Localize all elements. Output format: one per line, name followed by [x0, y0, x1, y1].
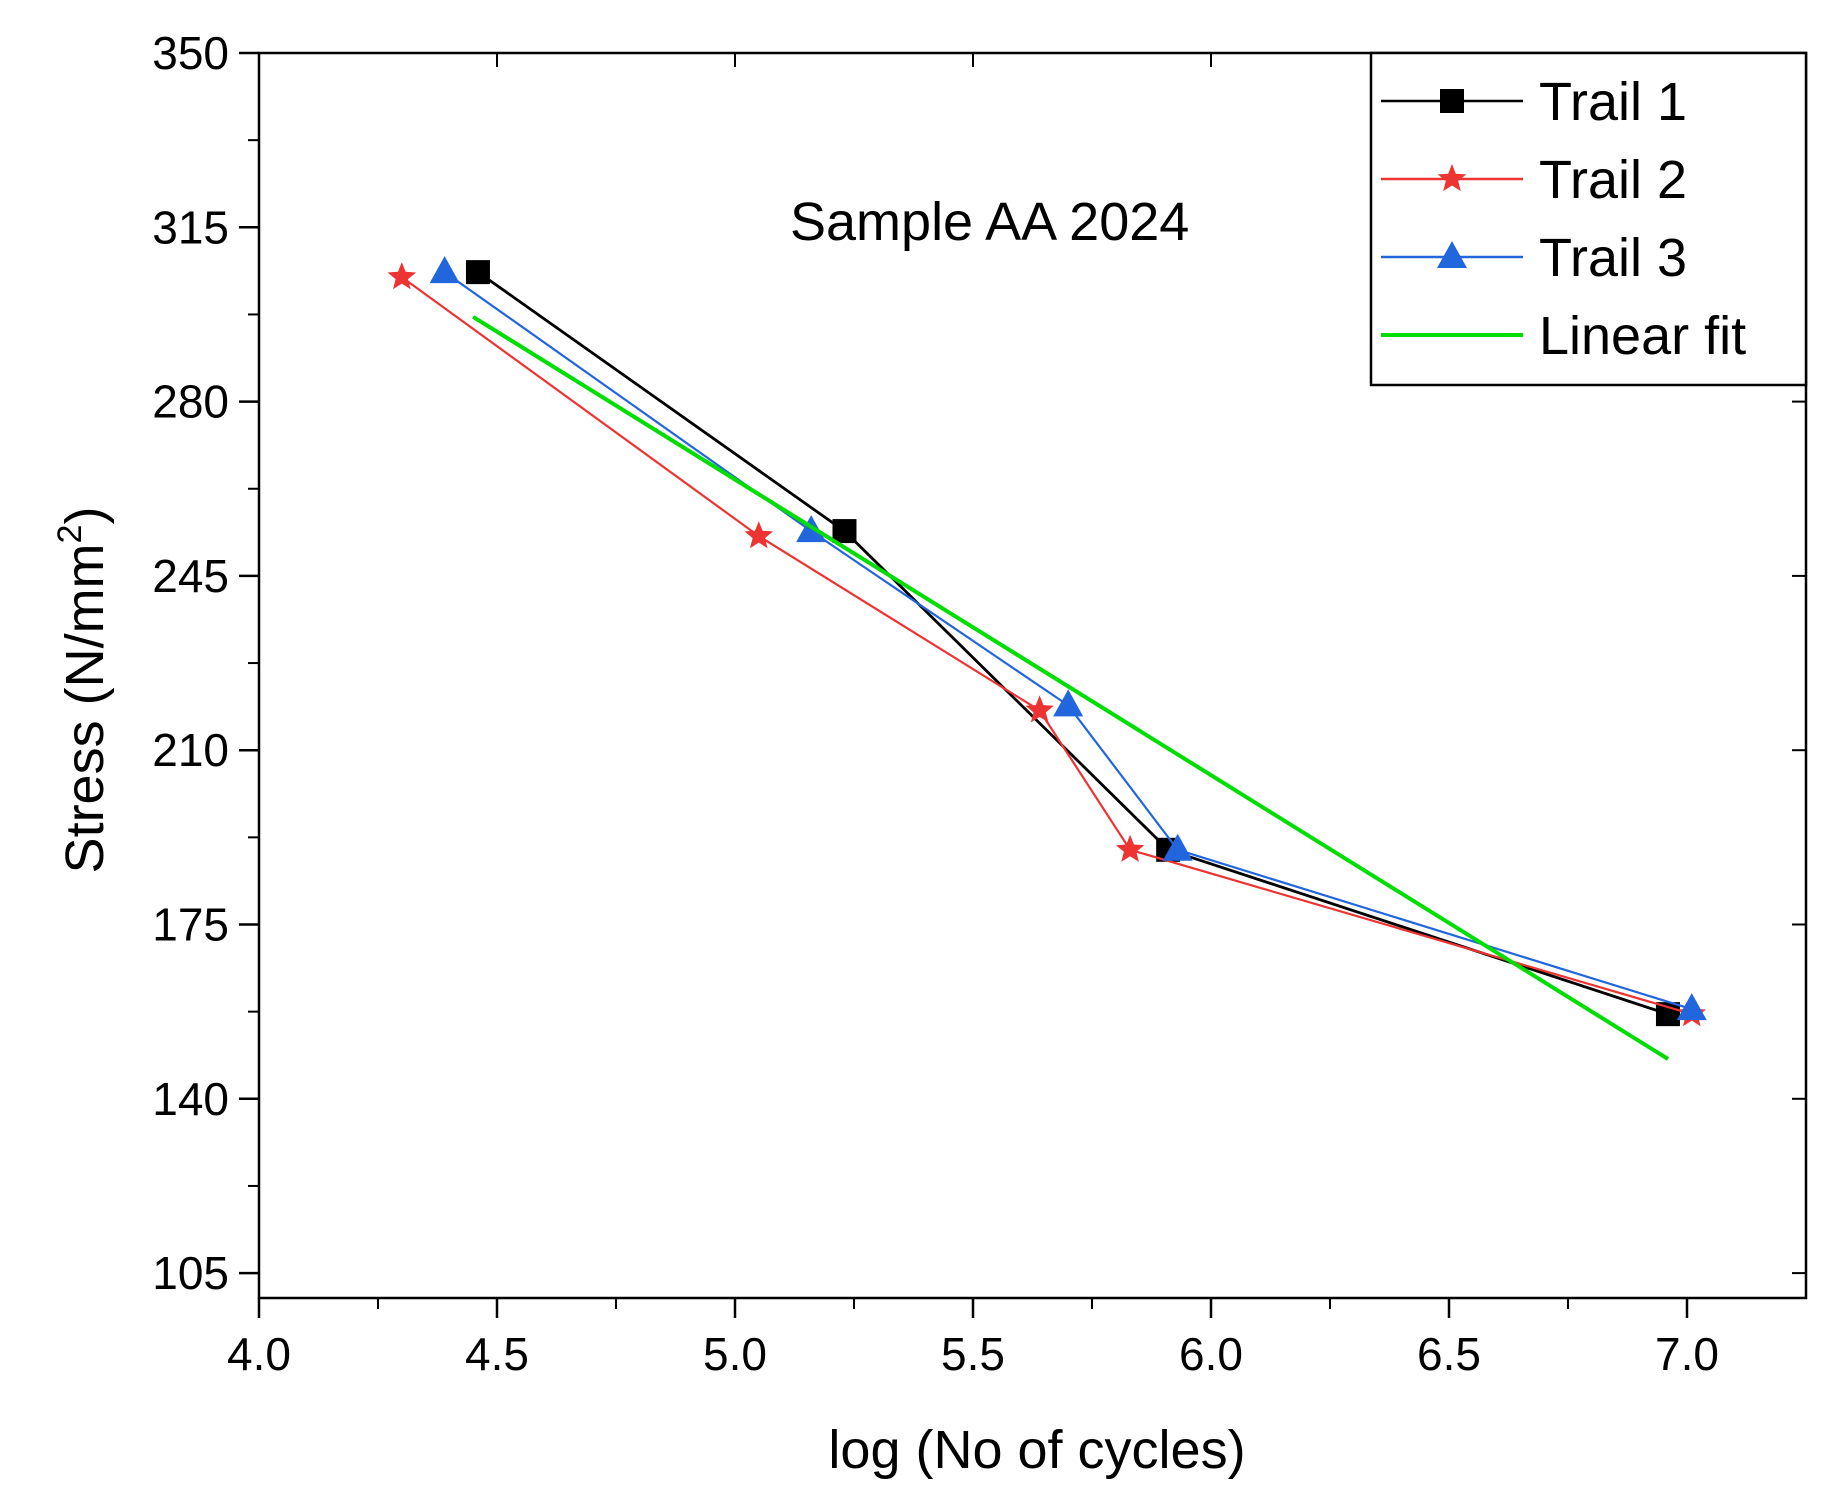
x-tick-label: 4.5 [465, 1328, 529, 1380]
axis-ticks: 4.0 4.5 5.0 5.5 6.0 6.5 7.0 105 140 175 210 245 280 3… [152, 27, 1806, 1380]
x-tick-label: 5.0 [703, 1328, 767, 1380]
x-tick-label: 7.0 [1655, 1328, 1719, 1380]
y-tick-label: 140 [152, 1073, 229, 1125]
legend-label: Trail 3 [1539, 228, 1687, 288]
y-tick-label: 280 [152, 376, 229, 428]
legend-label: Trail 1 [1539, 72, 1687, 132]
square-marker [832, 519, 857, 544]
series-trail-3 [429, 256, 1707, 1021]
triangle-marker [1437, 241, 1467, 268]
star-marker [1025, 695, 1054, 723]
y-tick-label: 315 [152, 201, 229, 253]
x-tick-label: 6.0 [1179, 1328, 1243, 1380]
series-line [401, 276, 1693, 1016]
triangle-marker [1162, 833, 1193, 861]
star-marker [387, 262, 417, 290]
series-line [472, 315, 1670, 1061]
y-tick-label: 210 [152, 724, 229, 776]
star-marker [744, 521, 774, 549]
legend: Trail 1 Trail 2 Trail 3 Linear fit [1369, 51, 1808, 387]
triangle-marker [1676, 993, 1707, 1021]
plot-frame [257, 51, 1808, 1300]
legend-item: Linear fit [1381, 306, 1746, 366]
sample-annotation: Sample AA 2024 [790, 192, 1189, 252]
legend-item: Trail 2 [1381, 150, 1687, 210]
y-axis-title-close: ) [55, 507, 115, 525]
triangle-marker [1053, 689, 1084, 717]
star-marker [1437, 164, 1467, 192]
y-tick-label: 350 [152, 27, 229, 79]
y-tick-label: 245 [152, 550, 229, 602]
y-axis-title-superscript: 2 [51, 525, 89, 544]
legend-label: Linear fit [1539, 306, 1746, 366]
legend-item: Trail 3 [1381, 228, 1687, 288]
square-marker [1440, 89, 1464, 113]
series-layer [387, 256, 1707, 1061]
x-tick-label: 4.0 [227, 1328, 291, 1380]
legend-item: Trail 1 [1381, 72, 1687, 132]
star-marker [1115, 834, 1145, 862]
x-axis-title: log (No of cycles) [828, 1420, 1245, 1480]
legend-label: Trail 2 [1539, 150, 1687, 210]
x-tick-label: 5.5 [941, 1328, 1005, 1380]
series-linear-fit [472, 315, 1670, 1061]
plot-border [257, 51, 1808, 1300]
y-axis-title-main: Stress (N/mm [55, 543, 115, 873]
triangle-marker [429, 256, 460, 284]
square-marker [465, 260, 490, 285]
y-tick-label: 105 [152, 1247, 229, 1299]
y-tick-label: 175 [152, 899, 229, 951]
y-axis-title: Stress (N/mm2) [51, 507, 115, 874]
x-tick-label: 6.5 [1417, 1328, 1481, 1380]
